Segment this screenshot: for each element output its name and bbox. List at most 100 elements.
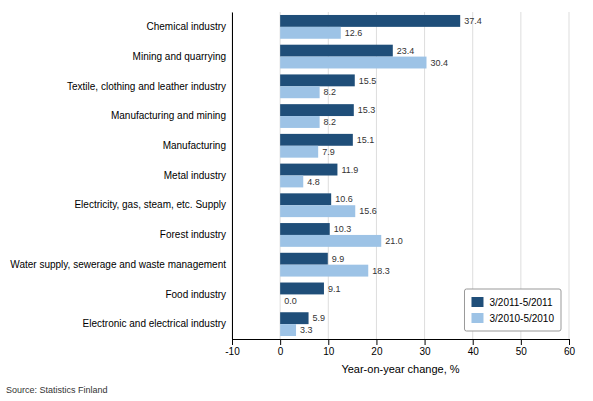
bar	[280, 235, 381, 247]
grid	[232, 12, 569, 339]
x-tick: 30	[420, 339, 432, 357]
data-label: 18.3	[372, 266, 390, 276]
bar	[280, 27, 341, 39]
data-label: 21.0	[385, 236, 403, 246]
x-axis-title: Year-on-year change, %	[341, 363, 459, 375]
data-label: 30.4	[430, 58, 448, 68]
bar	[280, 312, 308, 324]
bar	[280, 146, 318, 158]
x-tick-label: 10	[323, 346, 335, 357]
y-tick-label: Forest industry	[160, 229, 226, 240]
x-tick-mark	[569, 339, 570, 345]
y-tick-label: Mining and quarrying	[133, 51, 226, 62]
y-tick-label: Electricity, gas, steam, etc. Supply	[74, 199, 226, 210]
bar	[280, 164, 337, 176]
data-label: 15.6	[359, 206, 377, 216]
bar	[280, 223, 330, 235]
x-tick-label: 40	[468, 346, 480, 357]
y-tick-label: Food industry	[165, 289, 226, 300]
x-tick: 0	[278, 339, 284, 357]
x-tick-label: 50	[516, 346, 528, 357]
bar	[280, 324, 296, 336]
data-label: 37.4	[464, 16, 482, 26]
grid-line	[232, 12, 233, 339]
bar	[280, 45, 393, 57]
data-label: 15.1	[357, 135, 375, 145]
y-tick-label: Manufacturing	[163, 140, 226, 151]
data-label: 15.3	[358, 105, 376, 115]
x-tick-mark	[328, 339, 329, 345]
bar	[280, 294, 281, 306]
y-tick-label: Textile, clothing and leather industry	[67, 81, 226, 92]
y-tick: Forest industry	[160, 229, 226, 240]
y-tick-label: Water supply, sewerage and waste managem…	[10, 259, 226, 270]
legend: 3/2011-5/2011 3/2010-5/2010	[464, 289, 561, 331]
x-tick-mark	[232, 339, 233, 345]
bar	[280, 205, 355, 217]
data-label: 12.6	[345, 28, 363, 38]
data-label: 9.1	[328, 284, 341, 294]
x-tick: 20	[371, 339, 383, 357]
data-label: 5.9	[313, 313, 326, 323]
bar	[280, 193, 331, 205]
y-axis-line	[232, 13, 233, 340]
data-label: 7.9	[322, 147, 335, 157]
y-tick-label: Electronic and electrical industry	[83, 318, 226, 329]
bar	[280, 176, 303, 188]
data-label: 11.9	[341, 165, 358, 175]
x-tick-label: 20	[371, 346, 383, 357]
data-label: 4.8	[307, 177, 320, 187]
x-tick-label: 60	[564, 346, 576, 357]
x-tick-mark	[425, 339, 426, 345]
legend-swatch	[471, 297, 483, 307]
y-tick-label: Metal industry	[164, 170, 226, 181]
x-tick: 40	[468, 339, 480, 357]
data-label: 8.2	[324, 87, 337, 97]
data-labels: 37.423.415.515.315.111.910.610.39.99.15.…	[284, 16, 482, 335]
y-axis: Chemical industry Mining and quarrying Tex…	[10, 13, 232, 340]
x-tick-mark	[473, 339, 474, 345]
x-tick: 60	[564, 339, 576, 357]
x-tick-mark	[376, 339, 377, 345]
data-label: 10.6	[335, 194, 353, 204]
bars	[280, 15, 460, 336]
bar	[280, 116, 319, 128]
data-label: 9.9	[332, 254, 345, 264]
x-tick-mark	[280, 339, 281, 345]
bar	[280, 86, 319, 98]
legend-item: 3/2010-5/2010	[471, 313, 554, 324]
bar	[280, 134, 353, 146]
legend-label: 3/2010-5/2010	[489, 313, 554, 324]
x-tick-mark	[521, 339, 522, 345]
bar	[280, 253, 328, 265]
data-label: 3.3	[300, 325, 313, 335]
bar	[280, 104, 354, 116]
y-tick: Manufacturing	[163, 140, 226, 151]
y-tick: Manufacturing and mining	[111, 110, 226, 121]
y-tick: Food industry	[165, 289, 226, 300]
legend-swatch	[471, 313, 483, 323]
annotation: Source: Statistics Finland	[6, 385, 108, 395]
y-tick-label: Chemical industry	[147, 21, 226, 32]
y-tick: Mining and quarrying	[133, 51, 226, 62]
x-axis-line	[233, 340, 570, 346]
bar	[280, 74, 355, 86]
bar	[280, 57, 426, 69]
data-label: 23.4	[397, 46, 415, 56]
y-tick: Electronic and electrical industry	[83, 318, 226, 329]
data-label: 0.0	[284, 296, 297, 306]
y-tick: Electricity, gas, steam, etc. Supply	[74, 199, 226, 210]
bar	[280, 15, 460, 27]
y-tick: Chemical industry	[147, 21, 226, 32]
x-tick: -10	[225, 339, 240, 357]
legend-item: 3/2011-5/2011	[471, 297, 552, 308]
y-tick: Textile, clothing and leather industry	[67, 81, 226, 92]
bar	[280, 283, 324, 295]
grid-line	[569, 12, 570, 339]
data-label: 8.2	[324, 117, 337, 127]
x-axis: -10 0 10 20 30 40 50 60	[225, 339, 575, 357]
x-tick-label: 30	[420, 346, 432, 357]
x-tick: 50	[516, 339, 528, 357]
chart: 37.423.415.515.315.111.910.610.39.99.15.…	[0, 0, 593, 401]
y-tick: Water supply, sewerage and waste managem…	[10, 259, 226, 270]
